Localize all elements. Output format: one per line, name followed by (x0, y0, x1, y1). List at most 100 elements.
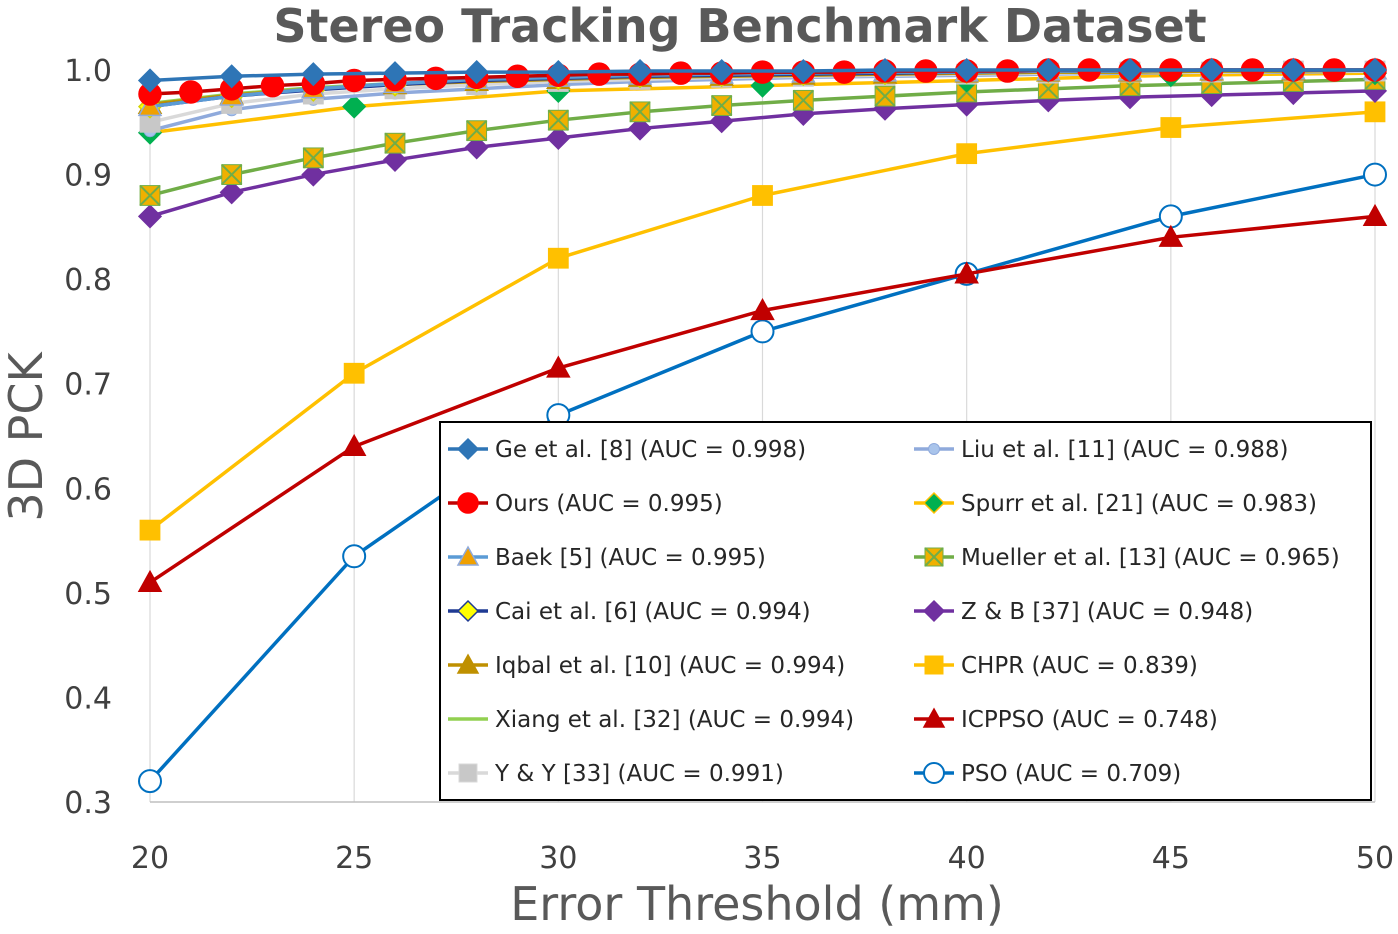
axes: 20 25 30 35 40 45 50 0.3 0.4 0.5 0.6 0.7 0.8 0.9 1.0 (64, 54, 1394, 876)
data-point (546, 60, 571, 85)
data-point (424, 66, 448, 91)
x-tick-label: 25 (335, 841, 373, 876)
data-point (219, 180, 244, 205)
data-point (342, 94, 367, 119)
data-point (301, 62, 326, 87)
legend-label: Xiang et al. [32] (AUC = 0.994) (495, 707, 854, 733)
data-point (629, 101, 651, 123)
data-point (138, 769, 162, 794)
legend-label: Y & Y [33] (AUC = 0.991) (494, 761, 784, 787)
y-tick-label: 0.6 (64, 472, 112, 507)
y-tick-label: 0.4 (64, 681, 112, 716)
legend-marker (456, 599, 480, 623)
legend-marker (924, 655, 944, 675)
legend-marker (928, 443, 940, 455)
data-point (464, 60, 489, 85)
y-tick-label: 0.5 (64, 577, 112, 612)
series-11 (139, 101, 1386, 541)
data-point (1362, 203, 1388, 226)
data-point (546, 125, 571, 151)
chart-title: Stereo Tracking Benchmark Dataset (273, 0, 1206, 53)
legend-item: Mueller et al. [13] (AUC = 0.965) (914, 545, 1340, 571)
data-point (260, 73, 285, 98)
legend-label: Baek [5] (AUC = 0.995) (495, 545, 766, 571)
x-tick-label: 35 (743, 841, 781, 876)
legend-item: Ours (AUC = 0.995) (448, 491, 723, 517)
data-point (587, 62, 611, 86)
x-tick-label: 45 (1152, 841, 1190, 876)
data-point (1158, 224, 1184, 247)
data-point (627, 116, 653, 141)
data-point (750, 297, 775, 321)
legend-marker (923, 762, 945, 784)
data-point (954, 261, 979, 284)
legend-item: Baek [5] (AUC = 0.995) (448, 545, 766, 571)
legend-item: Cai et al. [6] (AUC = 0.994) (448, 599, 811, 625)
legend-item: Spurr et al. [21] (AUC = 0.983) (914, 491, 1317, 517)
legend-marker (458, 763, 478, 783)
legend-label: Ge et al. [8] (AUC = 0.998) (495, 437, 806, 463)
data-point (221, 163, 243, 186)
x-axis-title: Error Threshold (mm) (510, 877, 1004, 931)
data-point (179, 80, 203, 104)
legend-marker (922, 599, 946, 623)
legend-item: CHPR (AUC = 0.839) (914, 653, 1198, 679)
data-point (709, 58, 734, 84)
data-point (137, 569, 163, 592)
legend-marker (922, 491, 946, 515)
data-point (1160, 117, 1182, 138)
data-point (669, 61, 693, 85)
legend-label: Spurr et al. [21] (AUC = 0.983) (961, 491, 1317, 517)
data-point (547, 109, 569, 131)
y-tick-label: 1.0 (64, 54, 112, 89)
data-point (792, 89, 814, 111)
data-point (1364, 101, 1386, 123)
legend-item: ICPPSO (AUC = 0.748) (914, 707, 1218, 733)
y-tick-label: 0.9 (64, 159, 112, 194)
data-point (546, 355, 571, 378)
data-point (1363, 162, 1387, 187)
legend-label: PSO (AUC = 0.709) (961, 761, 1181, 787)
data-point (872, 57, 898, 83)
data-point (1199, 57, 1224, 83)
legend-marker (456, 545, 480, 566)
legend-marker (922, 707, 946, 728)
data-point (752, 185, 773, 206)
y-axis-title: 3D PCK (0, 351, 53, 522)
legend-item: Y & Y [33] (AUC = 0.991) (448, 761, 784, 787)
data-point (342, 544, 367, 569)
legend-item: PSO (AUC = 0.709) (914, 761, 1181, 787)
data-point (956, 143, 978, 165)
data-point (301, 162, 326, 187)
series-line (149, 89, 1376, 219)
data-point (341, 433, 367, 457)
legend-label: Mueller et al. [13] (AUC = 0.965) (961, 545, 1340, 571)
x-tick-label: 20 (131, 841, 169, 876)
data-point (874, 85, 896, 107)
data-point (382, 147, 408, 172)
data-point (302, 147, 324, 169)
data-point (1036, 57, 1061, 83)
legend-item: Ge et al. [8] (AUC = 0.998) (448, 437, 806, 463)
legend-marker (456, 437, 480, 461)
data-point (547, 247, 569, 269)
series-9 (139, 68, 1386, 207)
legend: Ge et al. [8] (AUC = 0.998) Liu et al. [1… (439, 421, 1372, 801)
data-point (139, 519, 161, 541)
data-point (750, 319, 775, 344)
x-tick-label: 30 (539, 841, 577, 876)
series-group (137, 57, 1388, 794)
data-point (711, 94, 733, 117)
data-point (384, 132, 406, 154)
y-tick-label: 0.3 (64, 786, 112, 821)
data-point (137, 68, 163, 93)
data-point (137, 204, 163, 229)
legend-item: Liu et al. [11] (AUC = 0.988) (914, 437, 1289, 463)
y-tick-label: 0.7 (64, 368, 112, 403)
legend-marker (924, 547, 944, 567)
legend-label: Iqbal et al. [10] (AUC = 0.994) (495, 653, 845, 679)
legend-label: Z & B [37] (AUC = 0.948) (961, 599, 1253, 625)
data-point (1158, 204, 1183, 229)
data-point (466, 120, 488, 142)
